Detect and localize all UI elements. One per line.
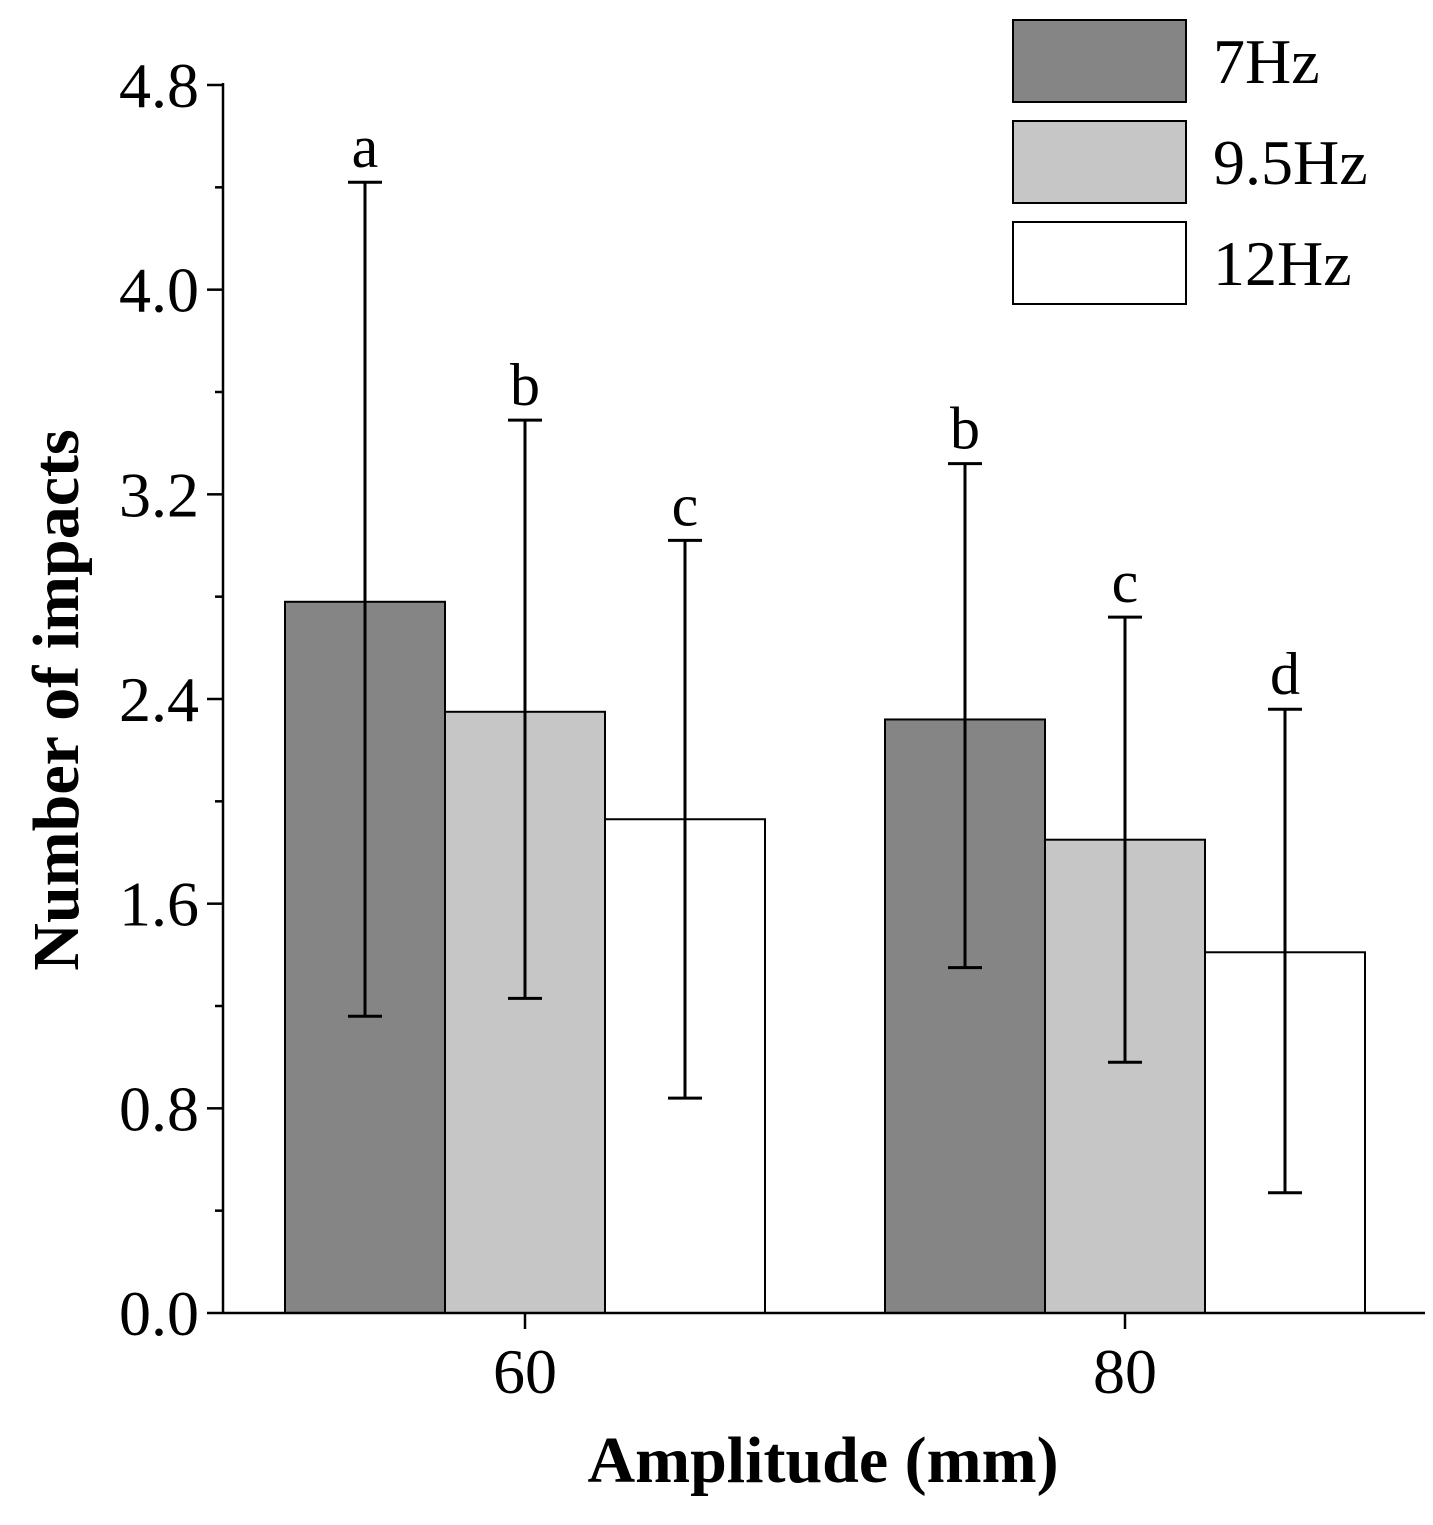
- error-bars: [348, 180, 1302, 1195]
- error-bar-7Hz-80: [948, 462, 982, 970]
- y-tick-label: 0.8: [119, 1073, 199, 1144]
- significance-letter: d: [1270, 641, 1300, 707]
- x-tick-label: 80: [1093, 1336, 1157, 1407]
- legend-label: 12Hz: [1213, 228, 1352, 299]
- legend-label: 7Hz: [1213, 26, 1320, 97]
- x-tick-label: 60: [493, 1336, 557, 1407]
- error-bar-12Hz-60: [668, 538, 702, 1100]
- legend-swatch: [1012, 19, 1187, 103]
- error-bar-9.5Hz-80: [1108, 615, 1142, 1064]
- legend-swatch: [1012, 120, 1187, 204]
- legend-entry-7Hz: 7Hz: [1012, 19, 1320, 103]
- significance-letters: a b b c c d: [352, 114, 1300, 707]
- legend-entry-9.5Hz: 9.5Hz: [1012, 120, 1368, 204]
- x-axis-title: Amplitude (mm): [587, 1424, 1058, 1497]
- y-tick-label: 1.6: [119, 869, 199, 940]
- significance-letter: c: [672, 472, 699, 538]
- significance-letter: b: [950, 396, 980, 462]
- significance-letter: a: [352, 114, 379, 180]
- y-tick-label: 4.0: [119, 255, 199, 326]
- significance-letter: c: [1112, 549, 1139, 615]
- y-tick-label: 4.8: [119, 50, 199, 121]
- error-bar-12Hz-80: [1268, 707, 1302, 1195]
- error-bar-7Hz-60: [348, 180, 382, 1018]
- y-tick-label: 2.4: [119, 664, 199, 735]
- y-tick-label: 0.0: [119, 1278, 199, 1349]
- legend: 7Hz 9.5Hz 12Hz: [1012, 19, 1368, 305]
- y-tick-label: 3.2: [119, 459, 199, 530]
- axes: 0.0 0.8 1.6 2.4 3.2 4.0 4.8 60 80: [119, 50, 1425, 1407]
- y-axis-title: Number of impacts: [20, 429, 93, 970]
- error-bar-9.5Hz-60: [508, 418, 542, 1000]
- significance-letter: b: [510, 352, 540, 418]
- legend-swatch: [1012, 221, 1187, 305]
- legend-label: 9.5Hz: [1213, 127, 1368, 198]
- legend-entry-12Hz: 12Hz: [1012, 221, 1352, 305]
- bars: [284, 600, 1366, 1315]
